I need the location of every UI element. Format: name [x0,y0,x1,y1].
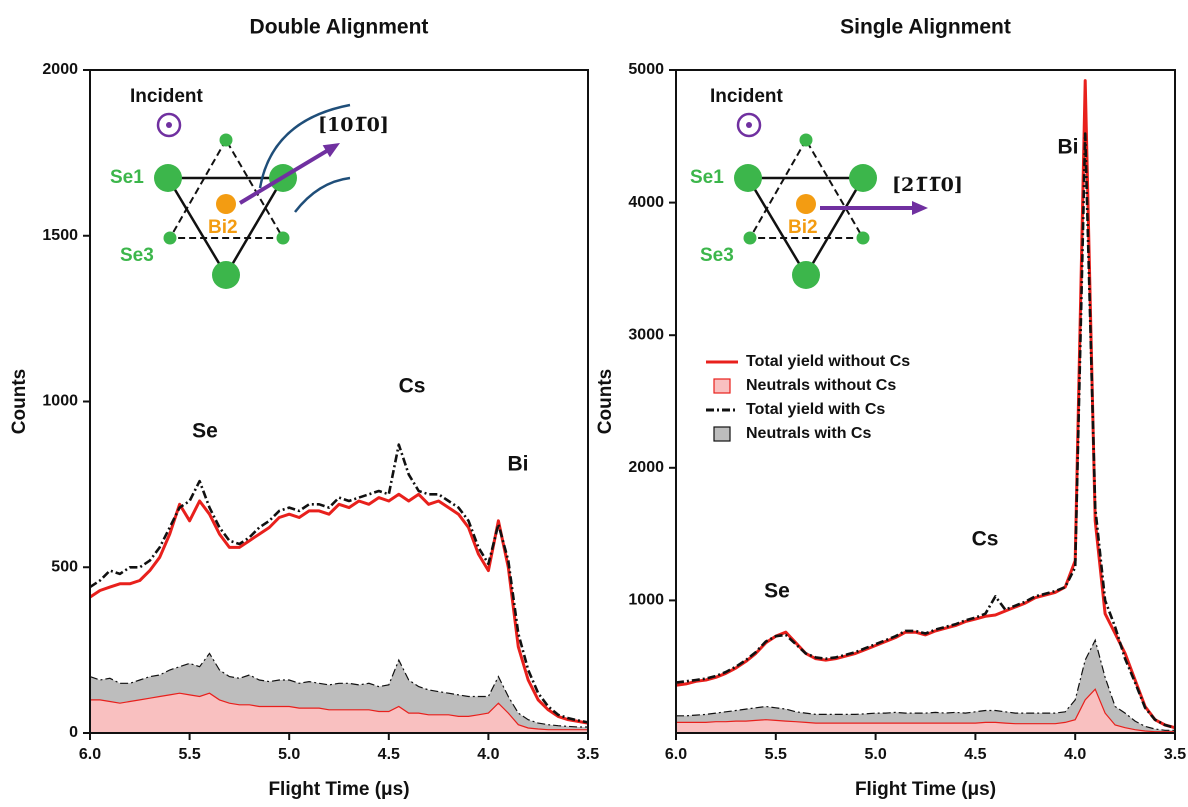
y-tick-label: 4000 [628,194,664,211]
legend-swatch [713,378,731,394]
x-axis-label: Flight Time (μs) [855,779,996,800]
incident-symbol [736,112,762,138]
inset-incident: Incident [130,86,204,107]
inset: Incident [21̅1̅0] Se1 Se3 Bi2 [690,86,963,289]
x-axis-label: Flight Time (μs) [268,779,409,800]
x-tick-label: 4.0 [1064,746,1086,763]
incident-dot [166,122,172,128]
area [675,688,1176,734]
y-tick-label: 1500 [42,227,78,244]
chart-title: Double Alignment [250,16,429,39]
legend-label: Neutrals without Cs [746,377,896,394]
atom-label: Se3 [120,245,154,266]
solid-triangle [745,176,866,278]
arrow-head [912,201,928,215]
x-tick-label: 3.5 [1164,746,1186,763]
dashed-triangle [168,137,285,239]
legend-label: Neutrals with Cs [746,425,871,442]
annotation: Se [192,420,218,443]
x-tick-label: 6.0 [79,746,101,763]
annotation: Se [764,580,790,603]
line [675,132,1176,729]
se-atom [212,261,240,289]
incident-symbol [156,112,182,138]
y-tick-label: 0 [69,724,78,741]
plot-frame [675,69,1176,734]
panel: Double Alignment Flight Time (μs) Counts 6.… [9,16,599,800]
line [89,443,589,724]
direction-arrow [238,147,331,205]
y-tick-label: 2000 [42,61,78,78]
chart-title: Single Alignment [840,16,1011,39]
se-atom-small [743,231,757,245]
y-tick-label: 5000 [628,61,664,78]
y-tick-label: 500 [51,558,78,575]
channel-arc [294,176,351,213]
x-tick-label: 6.0 [665,746,687,763]
x-tick-label: 5.0 [278,746,300,763]
x-tick-label: 5.0 [864,746,886,763]
x-tick-label: 5.5 [178,746,200,763]
atom-label: Se1 [110,167,144,188]
annotation: Bi [1058,136,1079,159]
se-atom-small [856,231,870,245]
annotation: Cs [972,528,999,551]
se-atom [154,164,182,192]
y-tick-label: 1000 [42,393,78,410]
arrow-head [322,143,340,158]
panel: Single Alignment Flight Time (μs) Counts 6.… [595,16,1186,800]
plot-area [675,79,1176,734]
legend-label: Total yield without Cs [746,353,910,370]
incident-dot [746,122,752,128]
solid-triangle [165,176,286,278]
direction-label: [101̅0] [318,114,389,136]
se-atom [849,164,877,192]
x-tick-label: 4.5 [378,746,400,763]
y-axis-label: Counts [595,369,616,434]
dashed-triangle [748,137,865,239]
area [89,692,589,734]
x-tick-label: 5.5 [765,746,787,763]
atom-label: Se1 [690,167,724,188]
atom-label: Bi2 [788,217,818,238]
direction-label: [21̅1̅0] [892,174,963,196]
y-tick-label: 3000 [628,326,664,343]
legend-label: Total yield with Cs [746,401,885,418]
se-atom-small [276,231,290,245]
legend-swatch [713,426,731,442]
se-atom [792,261,820,289]
bi-atom [216,194,236,214]
x-tick-label: 4.5 [964,746,986,763]
atom-label: Bi2 [208,217,238,238]
inset: Incident [101̅0] Se1 Se3 Bi2 [110,86,389,289]
plot-frame [89,69,589,734]
x-tick-label: 3.5 [577,746,599,763]
annotation: Bi [508,453,529,476]
y-axis-label: Counts [9,369,30,434]
plot-area [89,443,589,734]
se-atom-small [163,231,177,245]
inset-incident: Incident [710,86,784,107]
x-tick-label: 4.0 [477,746,499,763]
y-tick-label: 1000 [628,592,664,609]
se-atom-small [799,133,813,147]
atom-label: Se3 [700,245,734,266]
bi-atom [796,194,816,214]
legend: Total yield without Cs Neutrals without C… [706,353,910,442]
channel-arc [258,103,351,189]
se-atom [734,164,762,192]
se-atom-small [219,133,233,147]
y-tick-label: 2000 [628,459,664,476]
annotation: Cs [399,375,426,398]
